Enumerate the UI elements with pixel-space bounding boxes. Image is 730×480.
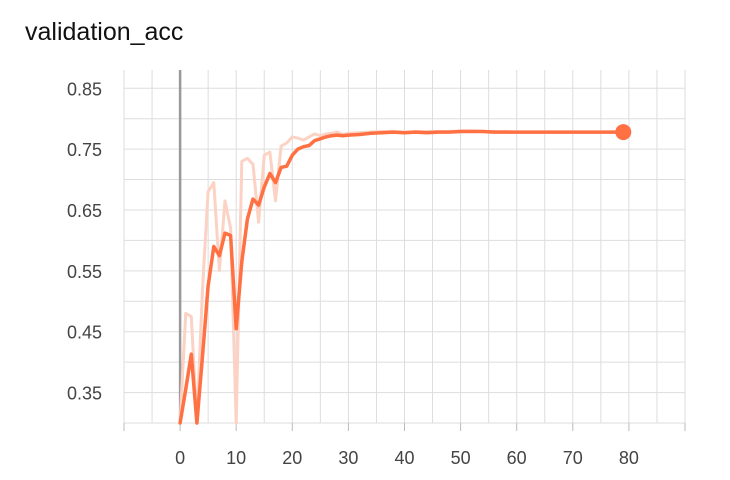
last-point-marker[interactable] xyxy=(615,124,632,141)
x-tick-label: 40 xyxy=(394,448,414,468)
series-line-raw xyxy=(178,129,625,425)
x-tick-label: 30 xyxy=(338,448,358,468)
grid xyxy=(123,70,686,424)
y-tick-label: 0.55 xyxy=(67,262,102,282)
x-tick-label: 50 xyxy=(451,448,471,468)
y-tick-label: 0.85 xyxy=(67,79,102,99)
axes xyxy=(123,70,686,431)
series xyxy=(178,124,632,425)
x-tick-label: 60 xyxy=(507,448,527,468)
x-tick-label: 0 xyxy=(175,448,185,468)
x-tick-label: 70 xyxy=(563,448,583,468)
series-line-smoothed xyxy=(178,129,626,425)
tick-labels: 0 10 20 30 40 50 60 70 80 0.35 0.45 0.55 0.65 0.75 0.8… xyxy=(67,79,639,468)
y-tick-label: 0.35 xyxy=(67,384,102,404)
y-tick-label: 0.65 xyxy=(67,201,102,221)
y-tick-label: 0.75 xyxy=(67,140,102,160)
x-tick-label: 10 xyxy=(226,448,246,468)
y-tick-label: 0.45 xyxy=(67,323,102,343)
chart-title: validation_acc xyxy=(25,18,184,46)
x-tick-label: 20 xyxy=(282,448,302,468)
x-tick-label: 80 xyxy=(619,448,639,468)
